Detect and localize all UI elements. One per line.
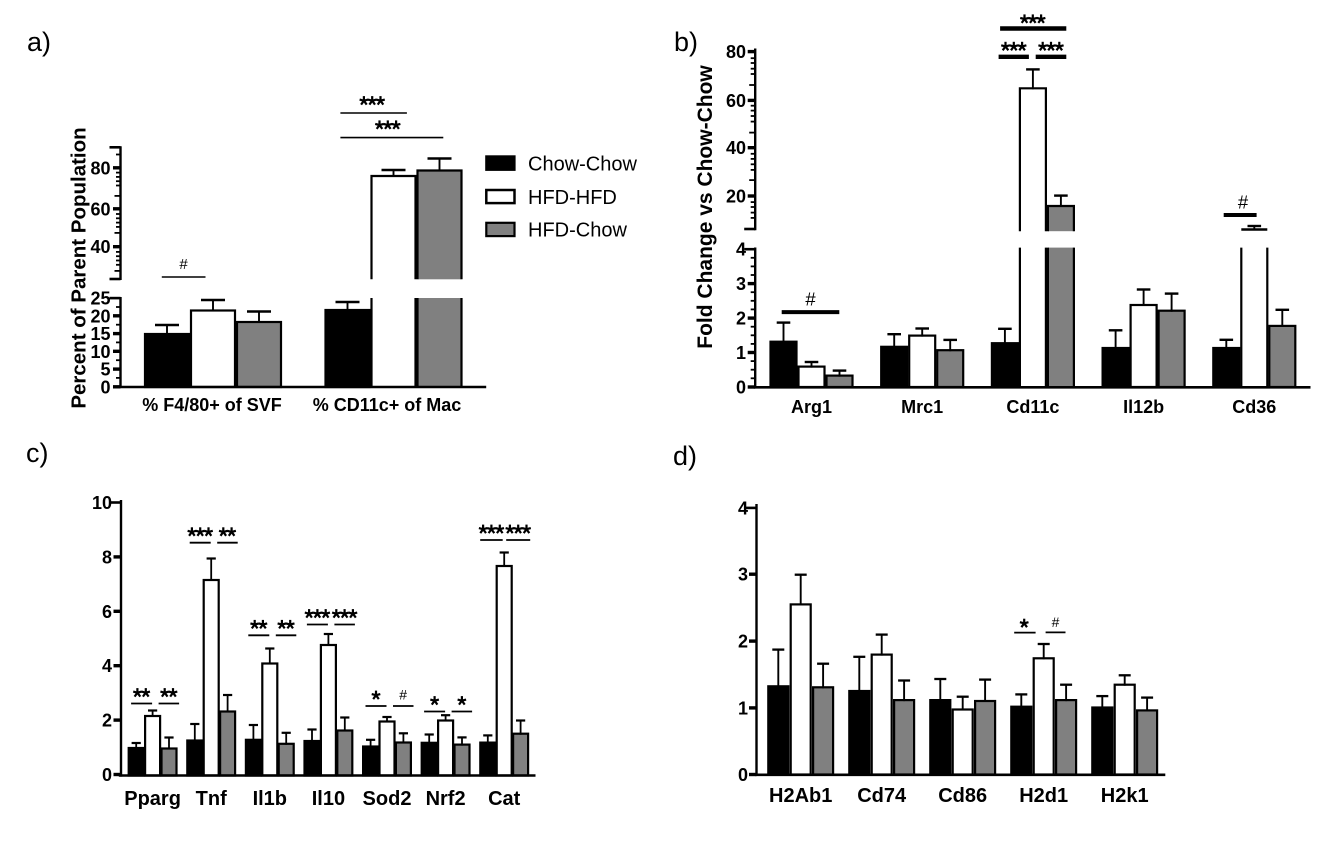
svg-text:Il1b: Il1b (253, 788, 287, 810)
svg-text:#: # (1052, 614, 1060, 630)
svg-text:HFD-HFD: HFD-HFD (528, 187, 617, 209)
svg-text:5: 5 (100, 360, 110, 380)
svg-text:Cd36: Cd36 (1232, 397, 1276, 417)
svg-text:40: 40 (90, 237, 110, 257)
svg-text:0: 0 (738, 765, 748, 785)
svg-text:40: 40 (726, 138, 746, 158)
svg-text:Nrf2: Nrf2 (426, 788, 466, 810)
svg-text:Pparg: Pparg (124, 788, 181, 810)
svg-text:20: 20 (90, 306, 110, 326)
svg-text:#: # (1238, 192, 1249, 213)
svg-text:H2Ab1: H2Ab1 (769, 785, 832, 807)
svg-text:HFD-Chow: HFD-Chow (528, 219, 627, 241)
svg-text:80: 80 (90, 158, 110, 178)
svg-text:Cd86: Cd86 (938, 785, 987, 807)
svg-text:Arg1: Arg1 (791, 397, 832, 417)
svg-text:20: 20 (726, 187, 746, 207)
svg-text:8: 8 (102, 547, 112, 567)
svg-text:#: # (399, 687, 407, 703)
svg-text:4: 4 (102, 656, 112, 676)
svg-text:Tnf: Tnf (196, 788, 227, 810)
svg-text:10: 10 (92, 493, 112, 513)
svg-text:3: 3 (736, 274, 746, 294)
svg-text:% F4/80+ of SVF: % F4/80+ of SVF (142, 395, 282, 415)
svg-text:4: 4 (738, 498, 748, 518)
svg-text:Cd11c: Cd11c (1006, 397, 1059, 417)
svg-text:60: 60 (726, 91, 746, 111)
svg-text:Cd74: Cd74 (857, 785, 907, 807)
svg-text:1: 1 (738, 698, 748, 718)
svg-text:Il10: Il10 (312, 788, 345, 810)
svg-text:Chow-Chow: Chow-Chow (528, 153, 637, 175)
svg-text:1: 1 (736, 343, 746, 363)
svg-text:0: 0 (102, 765, 112, 785)
svg-text:10: 10 (90, 342, 110, 362)
svg-text:Fold Change vs Chow-Chow: Fold Change vs Chow-Chow (694, 65, 717, 349)
svg-text:80: 80 (726, 42, 746, 62)
svg-text:25: 25 (90, 289, 110, 309)
svg-text:b): b) (674, 27, 698, 57)
svg-text:Il12b: Il12b (1123, 397, 1164, 417)
svg-text:4: 4 (736, 240, 746, 260)
svg-text:Cat: Cat (488, 788, 521, 810)
svg-text:d): d) (673, 441, 697, 471)
svg-text:2: 2 (102, 711, 112, 731)
svg-text:2: 2 (736, 309, 746, 329)
svg-text:60: 60 (90, 199, 110, 219)
svg-text:a): a) (27, 27, 51, 57)
svg-text:Sod2: Sod2 (363, 788, 412, 810)
svg-text:H2d1: H2d1 (1019, 785, 1068, 807)
svg-text:6: 6 (102, 602, 112, 622)
svg-text:H2k1: H2k1 (1101, 785, 1149, 807)
svg-text:Percent of Parent Population: Percent of Parent Population (68, 127, 91, 408)
svg-text:0: 0 (736, 378, 746, 398)
svg-text:% CD11c+ of Mac: % CD11c+ of Mac (313, 395, 462, 415)
svg-text:2: 2 (738, 632, 748, 652)
svg-text:0: 0 (100, 377, 110, 397)
svg-text:3: 3 (738, 565, 748, 585)
svg-text:c): c) (26, 438, 49, 468)
svg-text:#: # (179, 256, 188, 273)
svg-text:#: # (805, 289, 816, 310)
svg-text:Mrc1: Mrc1 (901, 397, 943, 417)
svg-text:15: 15 (90, 324, 110, 344)
